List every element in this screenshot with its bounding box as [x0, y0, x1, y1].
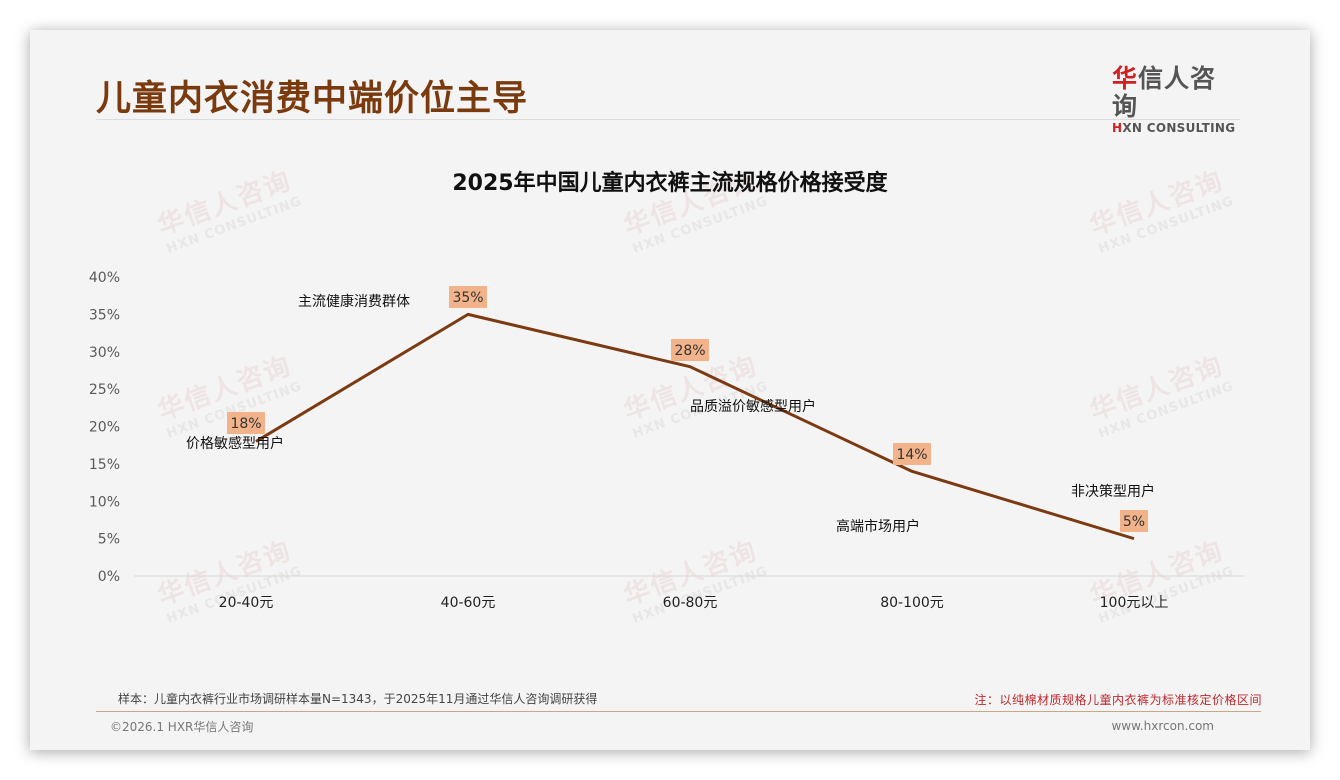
x-tick-label: 100元以上 [1100, 595, 1169, 611]
segment-annotation: 品质溢价敏感型用户 [690, 398, 816, 415]
y-tick-label: 5% [98, 532, 120, 548]
logo-cn-rest: 信人咨询 [1112, 64, 1217, 121]
data-label-bg [227, 412, 265, 434]
page-title: 儿童内衣消费中端价位主导 [96, 79, 529, 119]
segment-annotation: 主流健康消费群体 [298, 293, 410, 310]
y-tick-label: 15% [89, 457, 120, 473]
y-tick-label: 0% [98, 569, 120, 585]
data-label: 5% [1123, 514, 1145, 530]
data-label-bg [449, 286, 487, 308]
segment-annotation: 高端市场用户 [836, 518, 920, 535]
logo-en-rest: XN CONSULTING [1122, 121, 1236, 135]
y-tick-label: 40% [89, 270, 120, 286]
logo-cn-first: 华 [1112, 64, 1139, 93]
data-label-bg [671, 339, 709, 361]
data-label-bg [893, 443, 931, 465]
x-tick-label: 60-80元 [663, 595, 718, 611]
logo-en-first: H [1112, 121, 1123, 135]
data-label: 28% [674, 343, 705, 359]
logo-cn: 华信人咨询 [1112, 65, 1242, 121]
y-tick-label: 35% [89, 307, 120, 323]
slide: 儿童内衣消费中端价位主导 华信人咨询 HXN CONSULTING 华信人咨询 H… [30, 30, 1310, 750]
y-tick-label: 30% [89, 345, 120, 361]
x-tick-label: 40-60元 [441, 595, 496, 611]
data-label: 14% [896, 447, 927, 463]
y-tick-label: 10% [89, 494, 120, 510]
company-logo: 华信人咨询 HXN CONSULTING [1112, 65, 1242, 136]
x-tick-label: 80-100元 [880, 595, 944, 611]
line-chart: 0% 5% 10% 15% 20% 25% 30% 35% 40% 20-40元 40-60元 60-… [89, 270, 1244, 611]
chart-title: 2025年中国儿童内衣裤主流规格价格接受度 [452, 171, 888, 196]
website-link[interactable]: www.hxrcon.com [1111, 719, 1214, 733]
data-label: 18% [230, 416, 261, 432]
x-tick-label: 20-40元 [219, 595, 274, 611]
title-divider [96, 119, 1240, 120]
segment-annotation: 非决策型用户 [1071, 483, 1155, 500]
segment-annotation: 价格敏感型用户 [186, 435, 284, 452]
logo-en: HXN CONSULTING [1112, 121, 1242, 135]
price-note: 注：以纯棉材质规格儿童内衣裤为标准核定价格区间 [974, 693, 1262, 707]
data-label-bg [1120, 510, 1148, 532]
y-tick-label: 25% [89, 382, 120, 398]
data-label: 35% [452, 290, 483, 306]
data-line [255, 312, 1135, 541]
footer-divider [96, 711, 1261, 712]
y-tick-label: 20% [89, 420, 120, 436]
copyright: ©2026.1 HXR华信人咨询 [110, 720, 254, 734]
sample-note: 样本：儿童内衣裤行业市场调研样本量N=1343，于2025年11月通过华信人咨询… [118, 692, 598, 706]
